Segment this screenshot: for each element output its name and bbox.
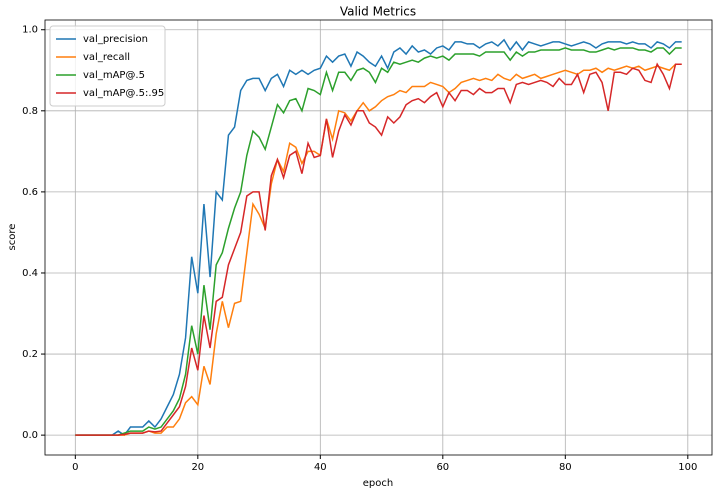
y-tick-label: 0.8 <box>22 106 38 117</box>
y-tick-label: 0.6 <box>22 187 38 198</box>
data-line <box>75 62 682 436</box>
data-line <box>75 63 682 436</box>
y-tick-label: 0.2 <box>22 349 38 360</box>
x-tick-label: 100 <box>678 462 697 473</box>
y-tick-label: 0.0 <box>22 430 38 441</box>
x-axis-label: epoch <box>363 478 393 489</box>
x-tick-label: 60 <box>436 462 449 473</box>
legend-label: val_precision <box>83 34 148 45</box>
data-line <box>75 47 682 436</box>
y-tick-label: 0.4 <box>22 268 38 279</box>
data-line <box>75 38 682 437</box>
legend-box <box>49 25 166 107</box>
legend-label: val_mAP@.5:.95 <box>83 88 164 99</box>
y-axis-label: score <box>7 224 18 251</box>
legend-label: val_recall <box>83 52 130 63</box>
x-tick-label: 40 <box>314 462 327 473</box>
x-tick-label: 0 <box>72 462 78 473</box>
chart-title: Valid Metrics <box>340 5 416 19</box>
plot-frame <box>44 19 713 456</box>
y-tick-label: 1.0 <box>22 25 38 36</box>
x-tick-label: 20 <box>191 462 204 473</box>
x-tick-label: 80 <box>559 462 572 473</box>
legend-label: val_mAP@.5 <box>83 70 145 81</box>
